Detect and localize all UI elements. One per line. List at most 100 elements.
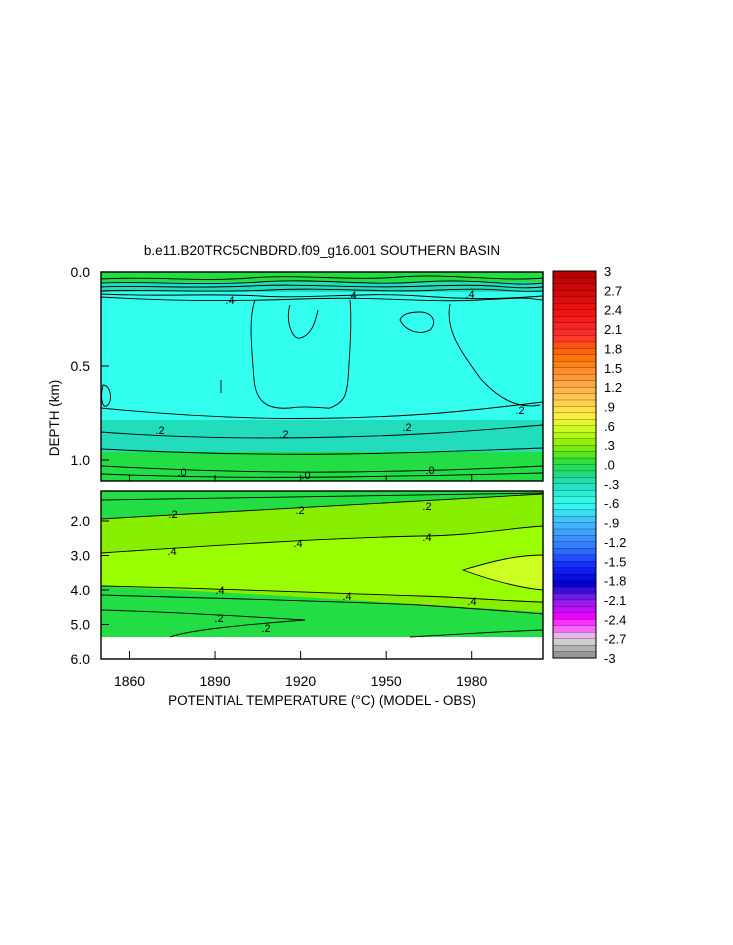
contour-label: .2 (402, 422, 411, 434)
colorbar-band (552, 270, 597, 278)
colorbar-band (552, 599, 597, 607)
contour-label: .0 (301, 470, 310, 482)
y-tick-label: 5.0 (71, 617, 91, 633)
colorbar-band (552, 419, 597, 427)
colorbar-band (552, 328, 597, 337)
colorbar-band (552, 561, 597, 569)
colorbar-band (552, 619, 597, 627)
colorbar-tick-label: 1.5 (604, 361, 622, 376)
colorbar-band (552, 438, 597, 446)
colorbar-tick-label: 2.7 (604, 283, 622, 298)
chart-title: b.e11.B20TRC5CNBDRD.f09_g16.001 SOUTHERN… (144, 243, 500, 258)
colorbar-band (552, 632, 597, 640)
colorbar-band (552, 503, 597, 511)
colorbar-band (552, 425, 597, 433)
lower-contour-labels: .2 .2 .2 .4 .4 .4 .4 .4 .4 .2 .2 (167, 501, 476, 635)
colorbar-tick-label: .9 (604, 399, 615, 414)
contour-label: .4 (467, 596, 476, 608)
colorbar-tick-label: -2.1 (604, 593, 626, 608)
lower-contours (101, 492, 543, 638)
contour-label: .2 (168, 509, 177, 521)
contour-label: .2 (295, 505, 304, 517)
contour-label: .0 (425, 465, 434, 477)
colorbar-band (552, 651, 597, 659)
colorbar-band (552, 393, 597, 401)
colorbar-band (552, 399, 597, 407)
lower-fill-warm (463, 555, 543, 590)
colorbar-band (552, 625, 597, 633)
colorbar-band (552, 496, 597, 504)
upper-fill-bottom (101, 452, 543, 481)
colorbar-tick-label: -2.7 (604, 632, 626, 647)
colorbar-frame (552, 270, 597, 659)
y-tick-label: 6.0 (71, 651, 91, 667)
colorbar-band (552, 490, 597, 498)
colorbar-band (552, 348, 597, 356)
colorbar-band (552, 483, 597, 491)
colorbar-tick-label: .0 (604, 458, 615, 473)
contour-label: .4 (215, 585, 224, 597)
contour-label: .4 (465, 289, 474, 301)
colorbar-band (552, 580, 597, 588)
colorbar-tick-label: 2.4 (604, 303, 622, 318)
surface-band-2 (101, 282, 543, 292)
colorbar-tick-label: -3 (604, 651, 616, 666)
y-tick-label: 0.5 (71, 358, 91, 374)
upper-contours (101, 275, 543, 478)
colorbar-band (552, 477, 597, 485)
axes-ticks: 1860 1890 1920 1950 1980 0.0 0.5 1.0 2.0 3.0 4.0 5.… (71, 264, 488, 689)
colorbar-band (552, 335, 597, 343)
upper-panel (101, 272, 543, 481)
colorbar-tick-label: 2.1 (604, 322, 622, 337)
lower-panel-frame (100, 490, 544, 660)
colorbar-band (552, 612, 597, 620)
colorbar-band (552, 593, 597, 601)
x-tick-label: 1950 (371, 673, 402, 689)
y-tick-label: 0.0 (71, 264, 91, 280)
x-tick-label: 1920 (285, 673, 316, 689)
x-axis-label: POTENTIAL TEMPERATURE (°C) (MODEL - OBS) (168, 693, 476, 708)
colorbar-band (552, 406, 597, 414)
x-tick-label: 1980 (456, 673, 487, 689)
y-tick-label: 4.0 (71, 582, 91, 598)
colorbar-band (552, 354, 597, 362)
contour-label: .2 (422, 501, 431, 513)
colorbar-band (552, 290, 597, 298)
colorbar-tick-label: -.3 (604, 477, 619, 492)
contour-label: .4 (422, 532, 431, 544)
colorbar-band (552, 567, 597, 575)
contour-label: .4 (293, 538, 302, 550)
colorbar-band (552, 451, 597, 459)
colorbar-tick-label: 3 (604, 264, 611, 279)
colorbar-band (552, 316, 597, 324)
colorbar-band (552, 380, 597, 388)
colorbar-band (552, 470, 597, 478)
colorbar-tick-label: -1.5 (604, 554, 626, 569)
contour-label: .0 (177, 467, 186, 479)
colorbar-band (552, 277, 597, 285)
colorbar-band (552, 432, 597, 440)
lower-panel (101, 491, 543, 659)
colorbar-band (552, 548, 597, 556)
colorbar-tick-label: -1.8 (604, 574, 626, 589)
colorbar-band (552, 303, 597, 311)
colorbar-tick-label: .6 (604, 419, 615, 434)
colorbar-band (552, 322, 597, 330)
x-tick-label: 1890 (199, 673, 230, 689)
colorbar-band (552, 309, 597, 317)
colorbar-band (552, 341, 597, 349)
y-tick-label: 3.0 (71, 548, 91, 564)
x-tick-label: 1860 (114, 673, 145, 689)
colorbar-band (552, 386, 597, 395)
y-tick-label: 1.0 (71, 452, 91, 468)
colorbar-band (552, 296, 597, 304)
contour-label: .2 (515, 405, 524, 417)
colorbar-band (552, 374, 597, 382)
contour-label: .4 (347, 290, 356, 302)
colorbar-band (552, 457, 597, 466)
contour-label: .2 (155, 425, 164, 437)
upper-panel-frame (100, 271, 544, 482)
colorbar-band (552, 412, 597, 420)
colorbar-band (552, 535, 597, 543)
y-tick-label: 2.0 (71, 513, 91, 529)
